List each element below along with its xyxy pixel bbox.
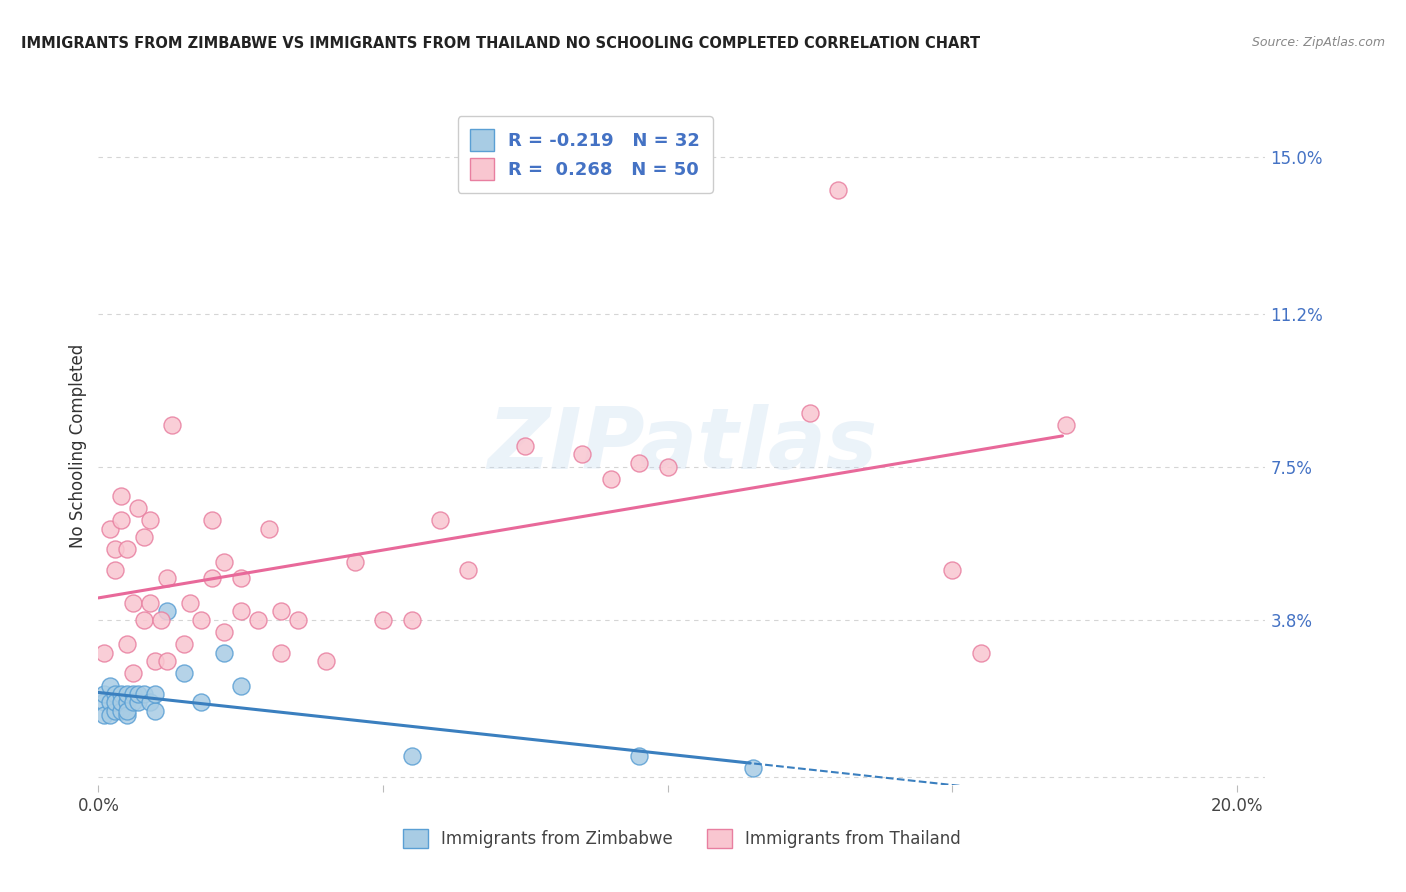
- Point: [138, 695, 160, 709]
- Point: [143, 687, 166, 701]
- Text: Source: ZipAtlas.com: Source: ZipAtlas.com: [1251, 36, 1385, 49]
- Point: [98, 695, 121, 709]
- Point: [104, 695, 127, 709]
- Point: [98, 707, 121, 722]
- Point: [110, 695, 132, 709]
- Point: [429, 513, 451, 527]
- Point: [115, 707, 138, 722]
- Point: [257, 522, 280, 536]
- Point: [104, 687, 127, 701]
- Point: [190, 695, 212, 709]
- Point: [799, 406, 821, 420]
- Point: [121, 666, 143, 681]
- Point: [970, 646, 993, 660]
- Point: [127, 501, 149, 516]
- Point: [138, 513, 160, 527]
- Point: [315, 654, 337, 668]
- Point: [115, 542, 138, 557]
- Point: [179, 596, 201, 610]
- Point: [212, 646, 235, 660]
- Point: [110, 687, 132, 701]
- Point: [173, 637, 195, 651]
- Point: [270, 646, 292, 660]
- Point: [150, 613, 173, 627]
- Point: [1054, 418, 1077, 433]
- Point: [115, 637, 138, 651]
- Point: [628, 456, 651, 470]
- Point: [571, 447, 593, 461]
- Text: IMMIGRANTS FROM ZIMBABWE VS IMMIGRANTS FROM THAILAND NO SCHOOLING COMPLETED CORR: IMMIGRANTS FROM ZIMBABWE VS IMMIGRANTS F…: [21, 36, 980, 51]
- Point: [143, 704, 166, 718]
- Point: [212, 555, 235, 569]
- Point: [93, 707, 115, 722]
- Point: [229, 679, 252, 693]
- Point: [156, 571, 179, 585]
- Point: [156, 604, 179, 618]
- Point: [143, 654, 166, 668]
- Point: [138, 596, 160, 610]
- Point: [229, 571, 252, 585]
- Point: [98, 522, 121, 536]
- Point: [401, 749, 423, 764]
- Y-axis label: No Schooling Completed: No Schooling Completed: [69, 344, 87, 548]
- Point: [115, 695, 138, 709]
- Point: [162, 418, 184, 433]
- Point: [132, 687, 155, 701]
- Point: [121, 596, 143, 610]
- Point: [212, 625, 235, 640]
- Point: [93, 646, 115, 660]
- Point: [127, 687, 149, 701]
- Point: [110, 513, 132, 527]
- Point: [132, 613, 155, 627]
- Point: [657, 459, 679, 474]
- Point: [827, 183, 849, 197]
- Point: [371, 613, 394, 627]
- Point: [93, 687, 115, 701]
- Point: [173, 666, 195, 681]
- Point: [121, 695, 143, 709]
- Point: [156, 654, 179, 668]
- Point: [115, 687, 138, 701]
- Point: [515, 439, 537, 453]
- Point: [190, 613, 212, 627]
- Point: [599, 472, 621, 486]
- Point: [457, 563, 479, 577]
- Point: [270, 604, 292, 618]
- Text: ZIPatlas: ZIPatlas: [486, 404, 877, 488]
- Point: [201, 513, 224, 527]
- Point: [287, 613, 309, 627]
- Point: [246, 613, 269, 627]
- Point: [628, 749, 651, 764]
- Point: [229, 604, 252, 618]
- Legend: Immigrants from Zimbabwe, Immigrants from Thailand: Immigrants from Zimbabwe, Immigrants fro…: [396, 822, 967, 855]
- Point: [93, 695, 115, 709]
- Point: [343, 555, 366, 569]
- Point: [104, 704, 127, 718]
- Point: [742, 761, 765, 775]
- Point: [401, 613, 423, 627]
- Point: [98, 679, 121, 693]
- Point: [110, 704, 132, 718]
- Point: [121, 687, 143, 701]
- Point: [941, 563, 963, 577]
- Point: [201, 571, 224, 585]
- Point: [104, 563, 127, 577]
- Point: [132, 530, 155, 544]
- Point: [104, 542, 127, 557]
- Point: [110, 489, 132, 503]
- Point: [115, 704, 138, 718]
- Point: [127, 695, 149, 709]
